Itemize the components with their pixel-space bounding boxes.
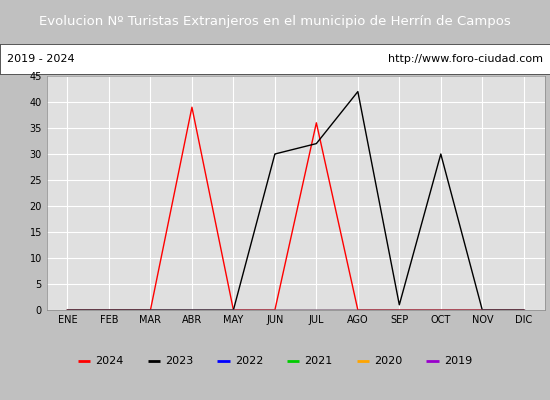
Text: 2021: 2021: [304, 356, 333, 366]
Text: 2023: 2023: [165, 356, 193, 366]
Text: 2022: 2022: [235, 356, 263, 366]
Text: 2020: 2020: [374, 356, 402, 366]
Text: 2019 - 2024: 2019 - 2024: [7, 54, 74, 64]
Text: http://www.foro-ciudad.com: http://www.foro-ciudad.com: [388, 54, 543, 64]
Text: 2024: 2024: [95, 356, 124, 366]
Text: 2019: 2019: [444, 356, 472, 366]
Text: Evolucion Nº Turistas Extranjeros en el municipio de Herrín de Campos: Evolucion Nº Turistas Extranjeros en el …: [39, 14, 511, 28]
